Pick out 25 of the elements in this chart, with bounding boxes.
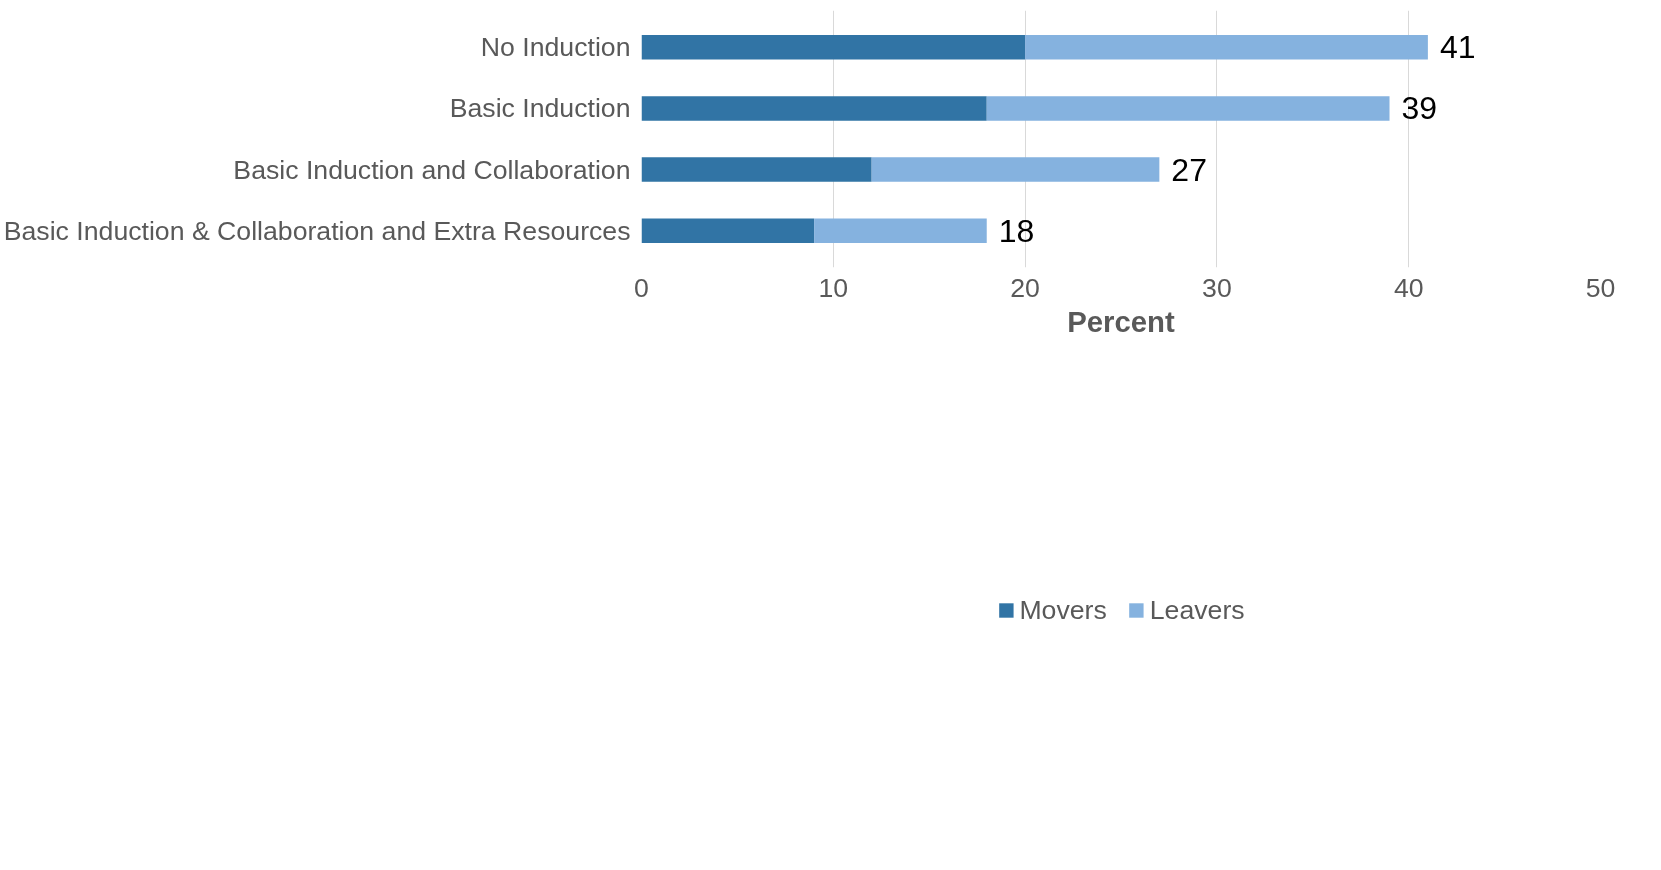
bar [871, 157, 1160, 182]
x-tick-label: 10 [818, 272, 849, 303]
x-axis-title: Percent [1067, 304, 1176, 338]
total-label: 27 [1171, 151, 1207, 188]
total-label: 41 [1439, 29, 1476, 66]
total-label: 39 [1401, 90, 1438, 127]
bar [814, 218, 987, 244]
x-tick-label: 20 [1010, 272, 1040, 303]
y-tick-label: No Induction [480, 32, 631, 63]
x-tick-label: 50 [1585, 272, 1616, 303]
legend-label: Leavers [1149, 594, 1245, 626]
legend-label: Movers [1019, 594, 1107, 626]
y-tick-label: Basic Induction [449, 93, 631, 124]
bar [986, 96, 1390, 121]
y-tick-label: Basic Induction & Collaboration and Extra Resources [3, 215, 631, 246]
x-tick-label: 40 [1393, 272, 1424, 303]
bar [1025, 34, 1428, 60]
x-tick-label: 0 [634, 272, 649, 303]
bar [641, 157, 872, 182]
bar [641, 218, 815, 244]
total-label: 18 [998, 212, 1035, 249]
x-tick-label: 30 [1202, 272, 1232, 303]
bar [641, 34, 1026, 60]
bar [641, 96, 987, 121]
y-tick-label: Basic Induction and Collaboration [233, 154, 631, 185]
